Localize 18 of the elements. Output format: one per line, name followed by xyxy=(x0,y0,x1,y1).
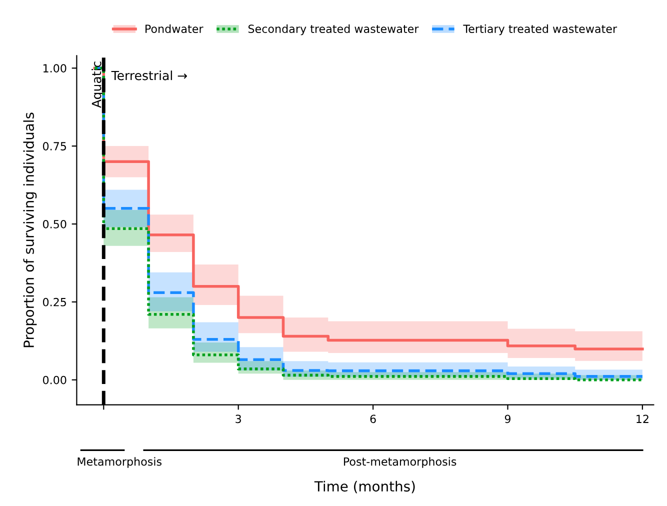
annotation: Terrestrial → xyxy=(111,70,187,80)
y-tick-label: 0.00 xyxy=(42,376,66,384)
x-tick-label: 9 xyxy=(504,414,510,424)
x-tick-label: 3 xyxy=(236,414,241,424)
legend-label: Pondwater xyxy=(146,24,204,34)
x-axis-title: Time (months) xyxy=(314,480,415,494)
text: Metamorphosis xyxy=(78,457,162,468)
y-tick-label: 0.50 xyxy=(42,220,66,228)
y-tick-label: 0.75 xyxy=(42,142,66,150)
y-axis-title: Proportion of surviving individuals xyxy=(23,112,37,348)
legend-label: Tertiary treated wastewater xyxy=(463,24,618,36)
x-tick-label: 12 xyxy=(636,414,648,423)
x-tick-label: 6 xyxy=(370,414,376,424)
y-tick-label: 1.00 xyxy=(43,64,66,73)
ref-line-label: Aquatic xyxy=(92,62,104,108)
text: Post-metamorphosis xyxy=(344,457,456,468)
legend-label: Secondary treated wastewater xyxy=(248,24,419,36)
y-tick-label: 0.25 xyxy=(42,298,66,306)
